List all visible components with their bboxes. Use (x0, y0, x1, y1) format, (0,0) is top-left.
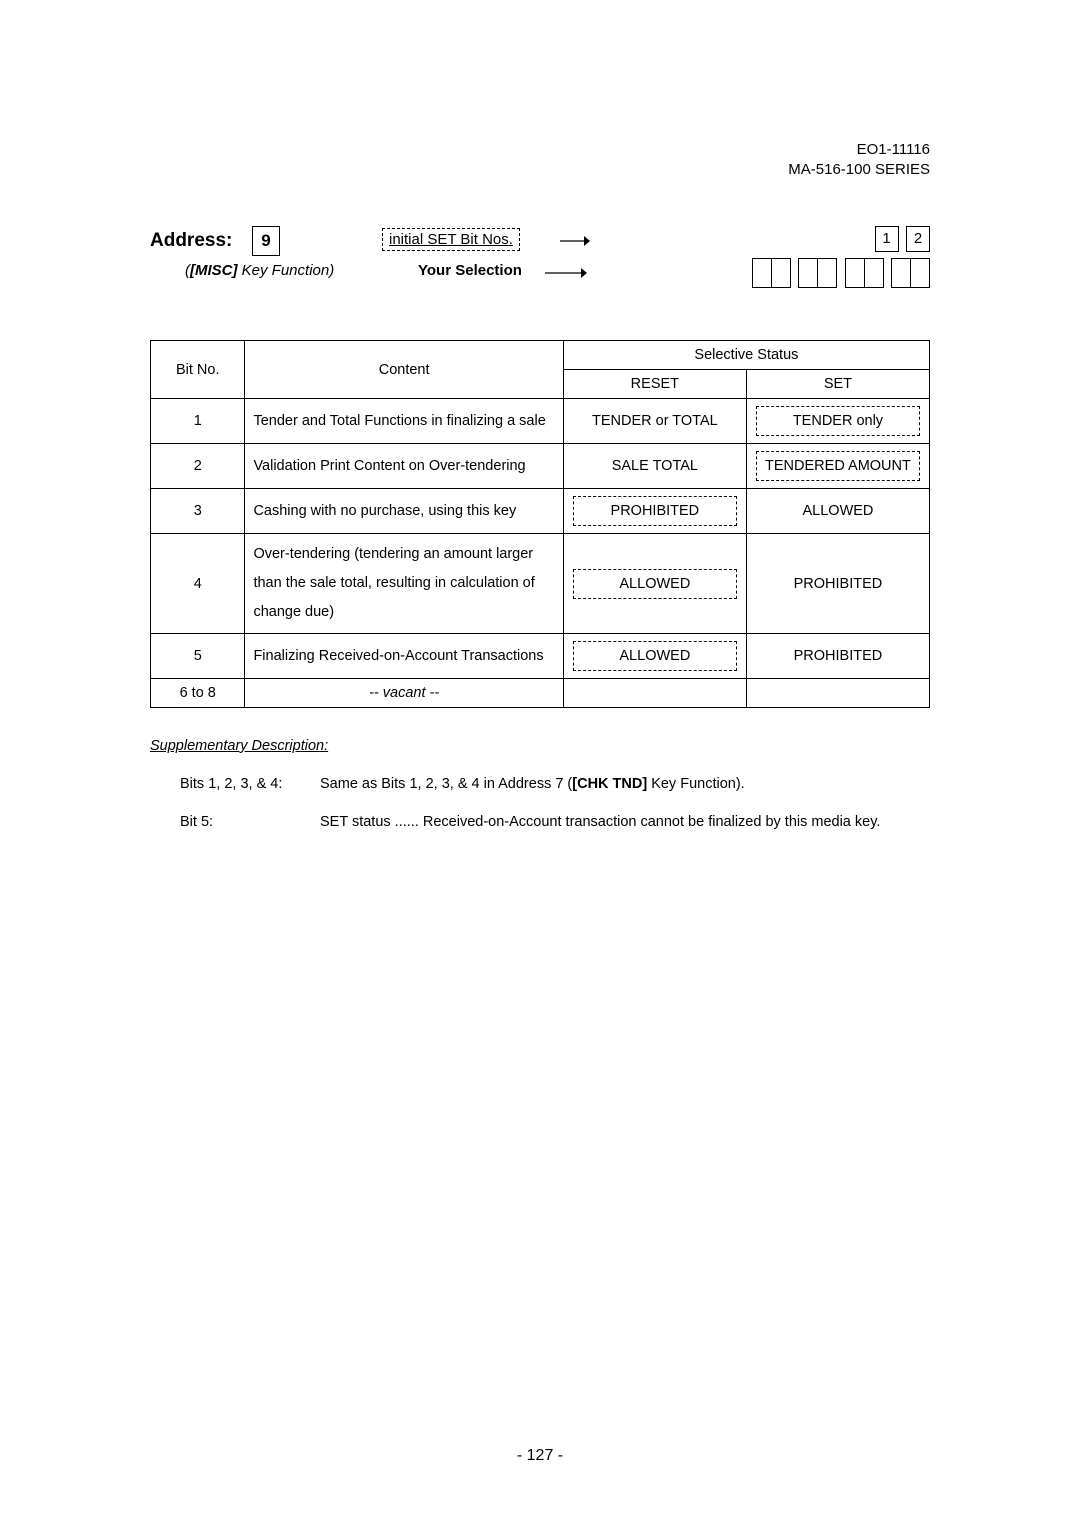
cell-content: Over-tendering (tendering an amount larg… (245, 534, 563, 634)
preset-bit-box: 1 (875, 226, 899, 252)
address-block: Address: 9 ([MISC] Key Function) initial… (150, 230, 930, 300)
cell-content: Tender and Total Functions in finalizing… (245, 399, 563, 444)
cell-content: Finalizing Received-on-Account Transacti… (245, 634, 563, 679)
table-row: 6 to 8-- vacant -- (151, 679, 930, 708)
th-reset: RESET (563, 370, 746, 399)
preset-bit-boxes: 1 2 (872, 226, 930, 252)
cell-bit-no: 6 to 8 (151, 679, 245, 708)
header: EO1-11116 MA-516-100 SERIES (788, 140, 930, 181)
initial-set-bit-nos: initial SET Bit Nos. (382, 228, 520, 251)
cell-set: PROHIBITED (746, 634, 929, 679)
bit-box-pair (845, 258, 884, 288)
cell-reset: ALLOWED (563, 534, 746, 634)
cell-reset: SALE TOTAL (563, 444, 746, 489)
arrow-icon (560, 232, 590, 255)
selection-bit-boxes (749, 258, 930, 288)
th-selective-status: Selective Status (563, 341, 929, 370)
cell-reset: ALLOWED (563, 634, 746, 679)
th-content: Content (245, 341, 563, 399)
supp-title: Supplementary Description: (150, 738, 930, 754)
cell-set: TENDERED AMOUNT (746, 444, 929, 489)
cell-set: TENDER only (746, 399, 929, 444)
address-value-box: 9 (252, 226, 280, 256)
your-selection-label: Your Selection (418, 262, 522, 279)
misc-key-function: ([MISC] Key Function) (185, 262, 334, 279)
supplementary-description: Supplementary Description: Bits 1, 2, 3,… (150, 738, 930, 830)
bit-box-pair (798, 258, 837, 288)
arrow-icon (545, 266, 587, 284)
cell-reset (563, 679, 746, 708)
cell-reset: TENDER or TOTAL (563, 399, 746, 444)
cell-content: -- vacant -- (245, 679, 563, 708)
supp-row: Bit 5:SET status ...... Received-on-Acco… (150, 814, 930, 830)
supp-row: Bits 1, 2, 3, & 4:Same as Bits 1, 2, 3, … (150, 776, 930, 792)
th-bit-no: Bit No. (151, 341, 245, 399)
supp-label: Bits 1, 2, 3, & 4: (180, 776, 320, 792)
supp-text: SET status ...... Received-on-Account tr… (320, 814, 930, 830)
supp-text: Same as Bits 1, 2, 3, & 4 in Address 7 (… (320, 776, 930, 792)
table-row: 4Over-tendering (tendering an amount lar… (151, 534, 930, 634)
preset-bit-box: 2 (906, 226, 930, 252)
cell-reset: PROHIBITED (563, 489, 746, 534)
address-label: Address: (150, 230, 232, 252)
supp-label: Bit 5: (180, 814, 320, 830)
cell-bit-no: 3 (151, 489, 245, 534)
bit-box-pair (752, 258, 791, 288)
cell-set (746, 679, 929, 708)
cell-bit-no: 2 (151, 444, 245, 489)
cell-bit-no: 5 (151, 634, 245, 679)
cell-content: Cashing with no purchase, using this key (245, 489, 563, 534)
th-set: SET (746, 370, 929, 399)
table-row: 2Validation Print Content on Over-tender… (151, 444, 930, 489)
bit-box-pair (891, 258, 930, 288)
table-row: 1Tender and Total Functions in finalizin… (151, 399, 930, 444)
cell-bit-no: 4 (151, 534, 245, 634)
cell-set: ALLOWED (746, 489, 929, 534)
table-row: 5Finalizing Received-on-Account Transact… (151, 634, 930, 679)
table-row: 3Cashing with no purchase, using this ke… (151, 489, 930, 534)
cell-content: Validation Print Content on Over-tenderi… (245, 444, 563, 489)
series: MA-516-100 SERIES (788, 160, 930, 180)
cell-set: PROHIBITED (746, 534, 929, 634)
cell-bit-no: 1 (151, 399, 245, 444)
doc-number: EO1-11116 (788, 140, 930, 160)
page-number: - 127 - (0, 1447, 1080, 1465)
bit-table: Bit No. Content Selective Status RESET S… (150, 340, 930, 708)
